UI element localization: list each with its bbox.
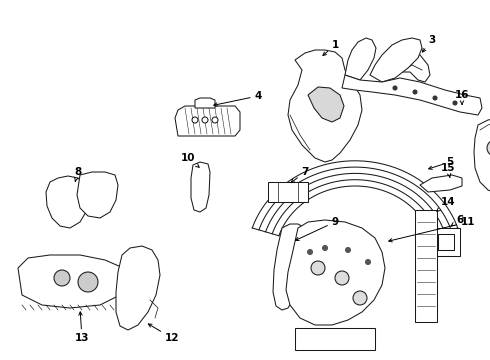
- Polygon shape: [474, 118, 490, 194]
- Polygon shape: [191, 162, 210, 212]
- Text: 4: 4: [214, 91, 262, 106]
- Text: 15: 15: [441, 163, 455, 177]
- Text: 2: 2: [0, 359, 1, 360]
- Polygon shape: [175, 106, 240, 136]
- Circle shape: [393, 86, 397, 90]
- Polygon shape: [288, 50, 362, 162]
- Circle shape: [453, 101, 457, 105]
- Bar: [295, 328, 375, 350]
- Circle shape: [335, 271, 349, 285]
- Text: 16: 16: [455, 90, 469, 104]
- Polygon shape: [308, 87, 344, 122]
- Circle shape: [311, 261, 325, 275]
- Circle shape: [192, 117, 198, 123]
- Bar: [268, 182, 308, 202]
- Text: 11: 11: [389, 217, 475, 242]
- Polygon shape: [195, 98, 215, 108]
- Bar: [415, 210, 437, 322]
- Polygon shape: [370, 38, 422, 82]
- Text: 1: 1: [323, 40, 339, 55]
- Polygon shape: [395, 52, 430, 82]
- Circle shape: [413, 90, 417, 94]
- Text: 3: 3: [422, 35, 436, 52]
- Polygon shape: [342, 75, 482, 115]
- Polygon shape: [273, 224, 308, 310]
- Polygon shape: [286, 220, 385, 325]
- Polygon shape: [77, 172, 118, 218]
- Polygon shape: [420, 175, 462, 192]
- Circle shape: [308, 249, 313, 255]
- Text: 12: 12: [148, 324, 179, 343]
- Circle shape: [202, 117, 208, 123]
- Circle shape: [54, 270, 70, 286]
- Polygon shape: [18, 255, 130, 308]
- Bar: [438, 234, 454, 250]
- Circle shape: [345, 248, 350, 252]
- Polygon shape: [46, 176, 88, 228]
- Circle shape: [366, 260, 370, 265]
- Text: 13: 13: [75, 312, 89, 343]
- Bar: [432, 228, 460, 256]
- Circle shape: [487, 140, 490, 156]
- Circle shape: [212, 117, 218, 123]
- Polygon shape: [116, 246, 160, 330]
- Text: 10: 10: [181, 153, 199, 167]
- Text: 5: 5: [429, 157, 454, 170]
- Polygon shape: [345, 38, 376, 80]
- Circle shape: [322, 246, 327, 251]
- Circle shape: [433, 96, 437, 100]
- Circle shape: [353, 291, 367, 305]
- Text: 8: 8: [74, 167, 82, 181]
- Circle shape: [78, 272, 98, 292]
- Text: 7: 7: [291, 167, 309, 183]
- Text: 14: 14: [437, 197, 455, 211]
- Text: 6: 6: [451, 215, 464, 226]
- Text: 9: 9: [295, 217, 339, 240]
